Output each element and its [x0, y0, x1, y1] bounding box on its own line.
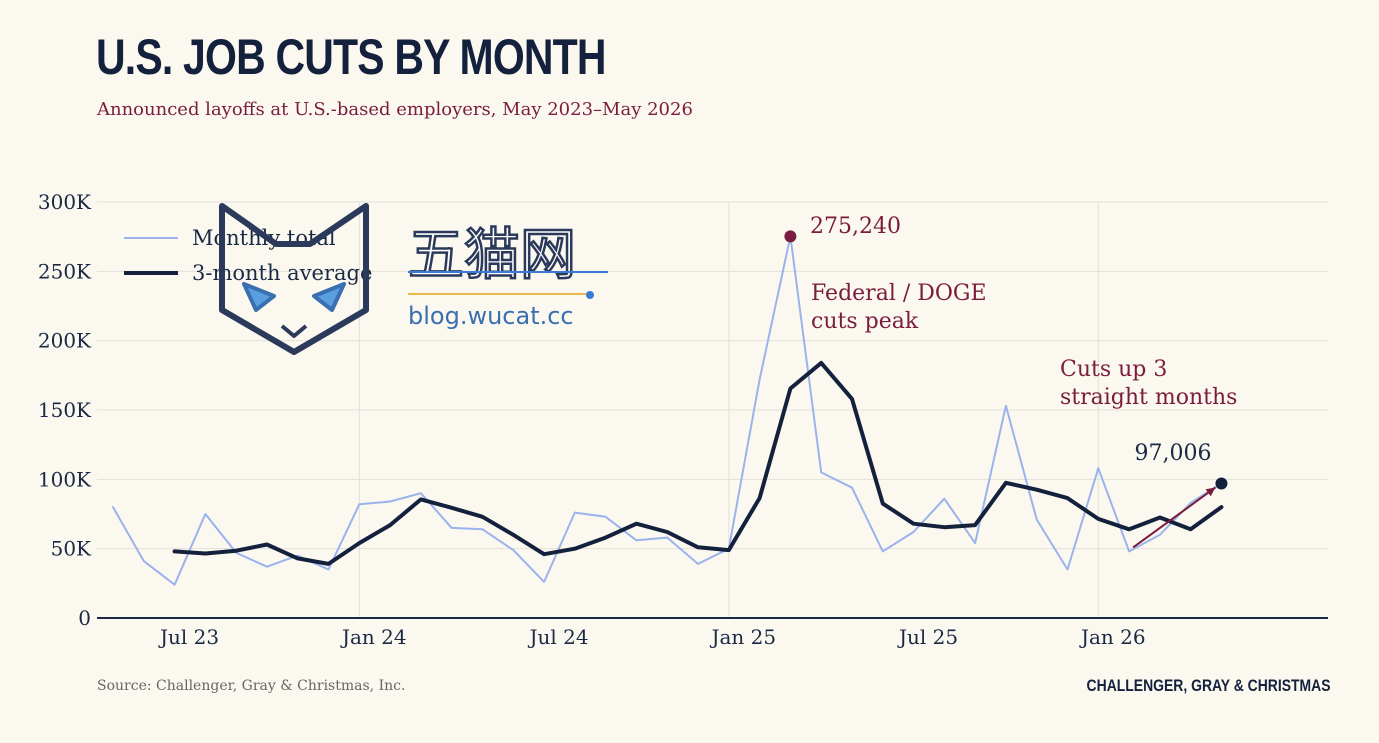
- watermark-cjk: 五猫网: [408, 223, 576, 288]
- x-tick-label: Jul 24: [528, 625, 589, 649]
- y-tick-label: 150K: [38, 398, 92, 422]
- brand-logo: CHALLENGER, GRAY & CHRISTMAS: [1087, 676, 1331, 695]
- x-tick-label: Jul 25: [897, 625, 958, 649]
- x-tick-label: Jan 25: [709, 625, 776, 649]
- peak-marker: [784, 230, 797, 243]
- watermark-dot: [586, 291, 594, 299]
- trend-annotation-text: Cuts up 3: [1060, 357, 1167, 382]
- peak-value-label: 275,240: [810, 214, 901, 239]
- source-note: Source: Challenger, Gray & Christmas, In…: [97, 678, 406, 694]
- chart-title: U.S. JOB CUTS BY MONTH: [96, 29, 607, 85]
- cat-logo-icon: [219, 203, 369, 355]
- series-lines: [112, 235, 1224, 586]
- y-tick-label: 100K: [38, 467, 92, 491]
- x-tick-label: Jan 26: [1079, 625, 1146, 649]
- latest-marker: [1215, 477, 1228, 490]
- monthly-total-line: [112, 235, 1223, 586]
- y-axis-ticks: 0 50K 100K 150K 200K 250K 300K: [38, 190, 92, 630]
- latest-value-label: 97,006: [1135, 441, 1212, 466]
- y-tick-label: 50K: [51, 537, 92, 561]
- x-axis-ticks: Jul 23 Jan 24 Jul 24 Jan 25 Jul 25 Jan 26: [158, 625, 1146, 649]
- watermark-logo: 五猫网 blog.wucat.cc: [219, 203, 608, 355]
- annotations: 275,240 Federal / DOGE cuts peak Cuts up 3 s…: [784, 214, 1237, 549]
- trend-annotation-text: straight months: [1060, 385, 1237, 410]
- watermark-url: blog.wucat.cc: [408, 302, 574, 330]
- y-tick-label: 0: [78, 606, 91, 630]
- three-month-average-line: [172, 360, 1224, 566]
- x-tick-label: Jan 24: [340, 625, 407, 649]
- peak-annotation-text: cuts peak: [811, 309, 919, 334]
- peak-annotation-text: Federal / DOGE: [811, 281, 987, 306]
- trend-arrow-line: [1132, 486, 1217, 549]
- y-tick-label: 200K: [38, 329, 92, 353]
- y-tick-label: 300K: [38, 190, 92, 214]
- chart-subtitle: Announced layoffs at U.S.-based employer…: [97, 99, 693, 120]
- y-tick-label: 250K: [38, 259, 92, 283]
- trend-arrow-head: [1205, 487, 1216, 497]
- x-tick-label: Jul 23: [158, 625, 219, 649]
